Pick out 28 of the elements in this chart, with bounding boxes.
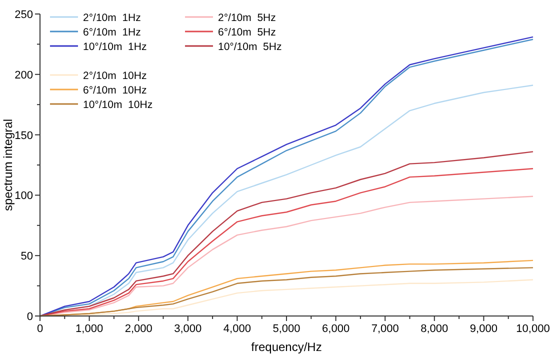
legend-label: 6°/10m 1Hz bbox=[83, 26, 141, 38]
x-tick-label: 5,000 bbox=[272, 323, 300, 335]
y-tick-label: 0 bbox=[26, 311, 33, 323]
y-tick-label: 100 bbox=[14, 190, 33, 202]
y-tick-label: 150 bbox=[14, 130, 33, 142]
legend-label: 2°/10m 10Hz bbox=[83, 70, 147, 82]
legend-label: 10°/10m 1Hz bbox=[83, 41, 147, 53]
x-tick-label: 10,000 bbox=[516, 323, 550, 335]
legend-label: 6°/10m 10Hz bbox=[83, 84, 147, 96]
y-tick-label: 250 bbox=[14, 9, 33, 21]
x-tick-label: 7,000 bbox=[371, 323, 399, 335]
legend-label: 2°/10m 5Hz bbox=[218, 12, 276, 24]
legend-label: 10°/10m 10Hz bbox=[83, 99, 153, 111]
x-tick-label: 4,000 bbox=[223, 323, 251, 335]
legend-label: 2°/10m 1Hz bbox=[83, 12, 141, 24]
x-tick-label: 0 bbox=[36, 323, 44, 335]
x-tick-label: 6,000 bbox=[322, 323, 350, 335]
y-axis-title: spectrum integral bbox=[1, 118, 15, 212]
x-tick-label: 2,000 bbox=[124, 323, 152, 335]
x-tick-label: 9,000 bbox=[470, 323, 498, 335]
legend-label: 10°/10m 5Hz bbox=[218, 41, 282, 53]
x-axis-title: frequency/Hz bbox=[251, 340, 322, 354]
x-tick-label: 3,000 bbox=[174, 323, 202, 335]
x-tick-label: 8,000 bbox=[420, 323, 448, 335]
x-tick-label: 1,000 bbox=[76, 323, 104, 335]
legend-label: 6°/10m 5Hz bbox=[218, 26, 276, 38]
y-tick-label: 50 bbox=[20, 250, 33, 263]
y-tick-label: 200 bbox=[14, 69, 33, 82]
